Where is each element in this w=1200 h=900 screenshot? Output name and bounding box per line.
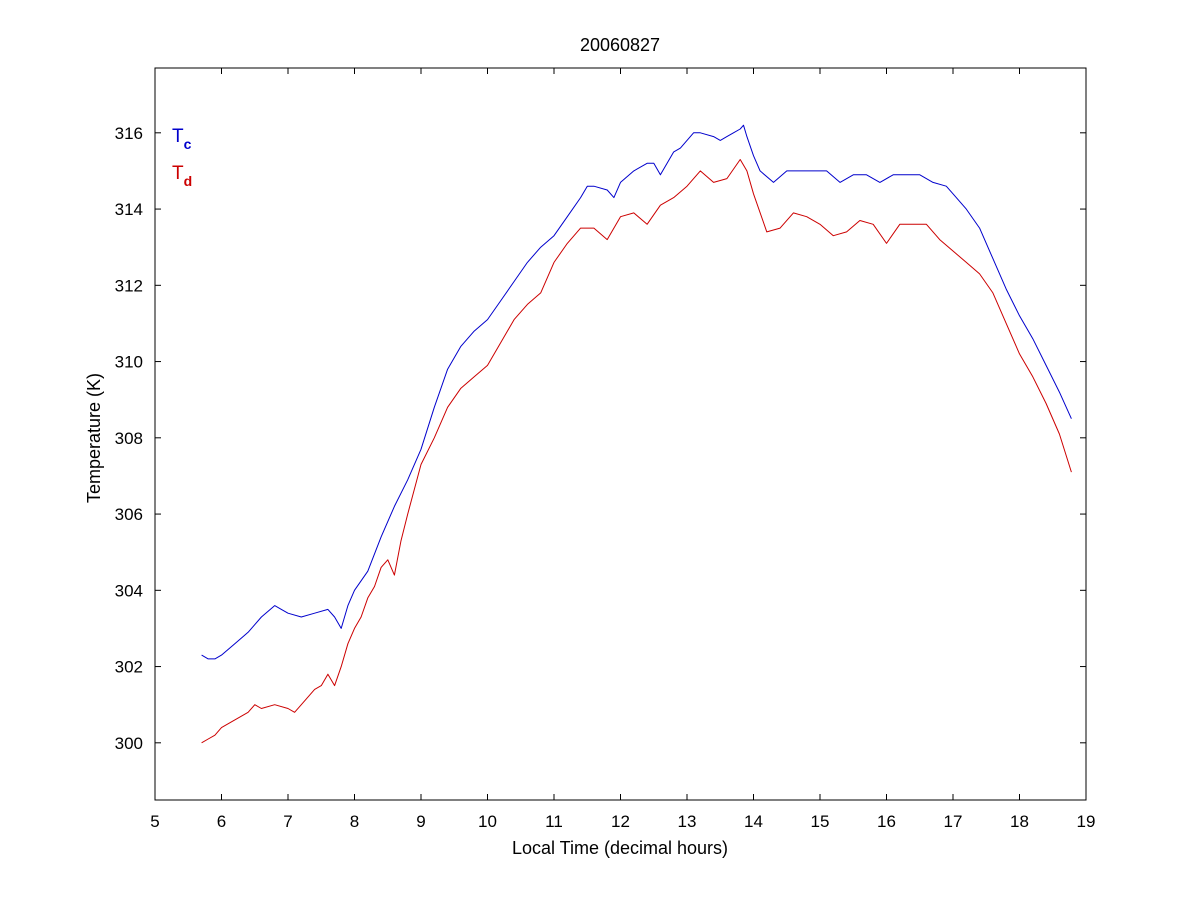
y-tick-label: 312 [115, 276, 143, 295]
y-tick-label: 300 [115, 734, 143, 753]
legend-td-sub: d [184, 173, 193, 189]
y-axis-label: Temperature (K) [84, 373, 104, 503]
series-layer [201, 124, 1072, 744]
x-tick-label: 14 [744, 812, 763, 831]
x-tick-label: 10 [478, 812, 497, 831]
legend-tc-main: T [172, 126, 184, 147]
x-tick-label: 19 [1077, 812, 1096, 831]
legend-tc-sub: c [184, 136, 192, 152]
ticks-layer: 5 6 7 8 9 10 11 12 13 14 15 16 17 18 19 300 302 304 306 308… [115, 68, 1096, 831]
legend-td-main: T [172, 163, 184, 184]
y-tick-label: 310 [115, 353, 143, 372]
x-tick-label: 12 [611, 812, 630, 831]
x-tick-label: 18 [1010, 812, 1029, 831]
series-line-td [201, 159, 1072, 744]
x-tick-label: 13 [678, 812, 697, 831]
x-tick-label: 5 [150, 812, 159, 831]
y-tick-label: 308 [115, 429, 143, 448]
x-tick-label: 15 [811, 812, 830, 831]
x-tick-label: 7 [283, 812, 292, 831]
x-tick-label: 9 [416, 812, 425, 831]
y-tick-label: 316 [115, 124, 143, 143]
legend-entry-tc: Tc [172, 126, 192, 152]
y-tick-label: 302 [115, 658, 143, 677]
x-axis-label: Local Time (decimal hours) [512, 838, 728, 858]
x-tick-label: 8 [350, 812, 359, 831]
y-tick-label: 306 [115, 505, 143, 524]
y-tick-label: 314 [115, 200, 143, 219]
x-tick-label: 6 [217, 812, 226, 831]
x-tick-label: 16 [877, 812, 896, 831]
series-line-tc [201, 124, 1072, 660]
legend-entry-td: Td [172, 163, 192, 189]
y-tick-label: 304 [115, 581, 143, 600]
x-tick-label: 17 [944, 812, 963, 831]
x-tick-label: 11 [545, 812, 563, 831]
legend: Tc Td [172, 126, 192, 189]
chart-title: 20060827 [580, 35, 660, 55]
